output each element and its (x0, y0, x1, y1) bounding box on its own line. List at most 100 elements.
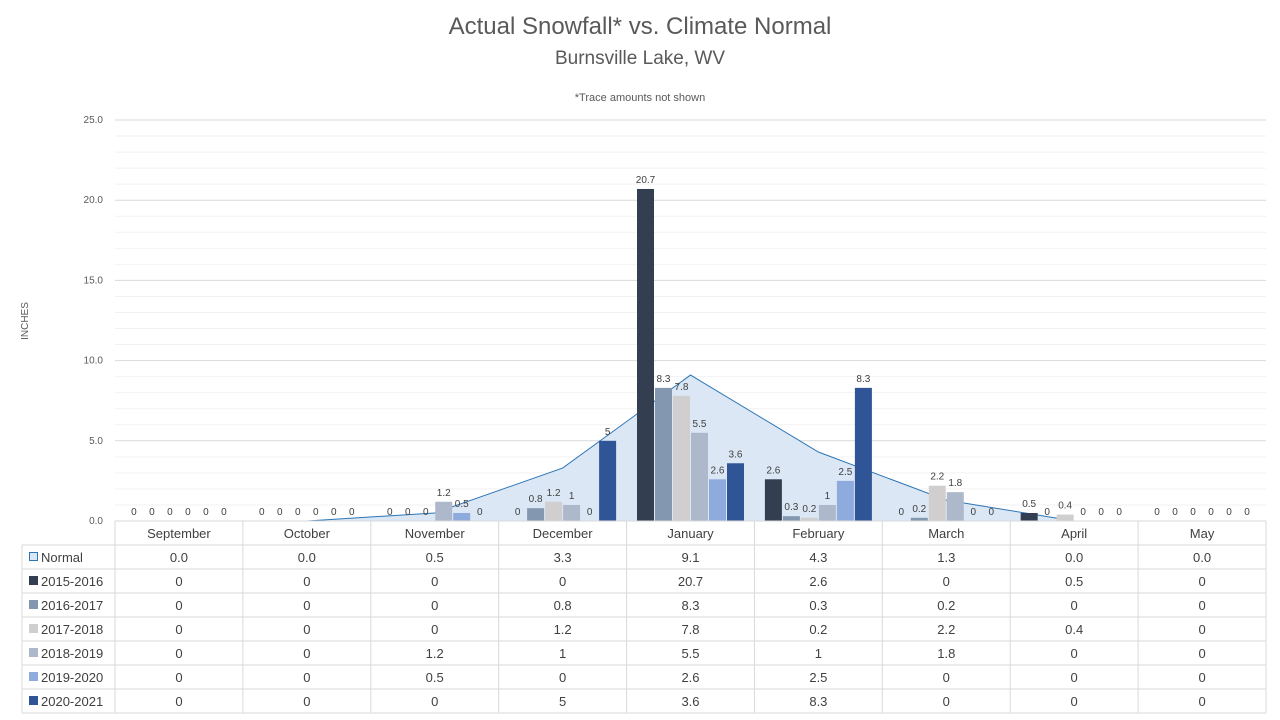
legend-key (29, 600, 38, 609)
table-cell: 0 (303, 622, 310, 637)
table-cell: 0 (175, 622, 182, 637)
data-label: 20.7 (636, 175, 656, 186)
bar (709, 479, 726, 521)
data-label: 2.6 (711, 465, 725, 476)
data-label: 2.5 (838, 467, 852, 478)
category-label: September (147, 526, 211, 541)
table-cell: 7.8 (681, 622, 699, 637)
data-label: 0 (1154, 507, 1160, 518)
table-cell: 8.3 (809, 694, 827, 709)
data-label: 1.8 (948, 478, 962, 489)
table-cell: 0 (303, 694, 310, 709)
data-label: 8.3 (856, 374, 870, 385)
data-label: 0 (331, 507, 337, 518)
table-cell: 0 (1071, 598, 1078, 613)
table-cell: 0 (1198, 670, 1205, 685)
y-tick-label: 5.0 (89, 436, 103, 447)
normal-area (178, 374, 1203, 522)
data-label: 0 (1226, 507, 1232, 518)
category-label: December (533, 526, 594, 541)
table-cell: 0 (943, 574, 950, 589)
legend-key (29, 696, 38, 705)
bars (435, 188, 1074, 522)
bar (545, 501, 563, 521)
table-cell: 0.2 (937, 598, 955, 613)
series-name: 2020-2021 (41, 694, 103, 709)
data-label: 5.5 (693, 419, 707, 430)
table-cell: 0.4 (1065, 622, 1083, 637)
data-label: 0 (405, 507, 411, 518)
data-label: 0 (1190, 507, 1196, 518)
table-cell: 0.2 (809, 622, 827, 637)
y-tick-label: 0.0 (89, 516, 103, 527)
table-cell: 0.5 (426, 670, 444, 685)
table-cell: 0 (431, 598, 438, 613)
category-label: March (928, 526, 964, 541)
table-cell: 9.1 (681, 550, 699, 565)
bar (854, 387, 872, 521)
data-label: 2.6 (766, 465, 780, 476)
bar (453, 512, 471, 521)
table-cell: 5.5 (681, 646, 699, 661)
table-cell: 1.2 (426, 646, 444, 661)
data-label: 0 (1116, 507, 1122, 518)
data-label: 1.2 (437, 488, 451, 499)
bar (655, 387, 672, 521)
data-label: 0 (131, 507, 137, 518)
chart-note: *Trace amounts not shown (575, 92, 705, 104)
data-label: 0 (387, 507, 393, 518)
table-cell: 1 (559, 646, 566, 661)
data-label: 0 (221, 507, 227, 518)
table-cell: 1.3 (937, 550, 955, 565)
data-label: 0.5 (1022, 499, 1036, 510)
table-cell: 1 (815, 646, 822, 661)
bar (836, 480, 854, 521)
series-name: 2016-2017 (41, 598, 103, 613)
table-cell: 0 (303, 670, 310, 685)
data-label: 1 (569, 491, 575, 502)
legend-key (29, 552, 38, 561)
data-label: 7.8 (675, 382, 689, 393)
normal-area-fill (178, 375, 1203, 521)
table-cell: 0.0 (298, 550, 316, 565)
category-label: October (284, 526, 331, 541)
table-cell: 8.3 (681, 598, 699, 613)
table-cell: 0 (1071, 646, 1078, 661)
y-tick-label: 15.0 (84, 275, 104, 286)
data-label: 0 (515, 507, 521, 518)
data-label: 0 (1080, 507, 1086, 518)
data-label: 0 (587, 507, 593, 518)
table-cell: 0 (431, 622, 438, 637)
table-cell: 5 (559, 694, 566, 709)
data-labels: 0 0 0 0 0 0 0 0 0 0 0 0 0 0 0 1.2 0.5 0 0 0.8 1.2 1 0 5 20.7 8.3 7… (131, 175, 1250, 518)
table-cell: 0.0 (1065, 550, 1083, 565)
y-axis-label: INCHES (20, 302, 31, 340)
data-label: 0 (1044, 507, 1050, 518)
table-cell: 0.3 (809, 598, 827, 613)
category-label: February (792, 526, 845, 541)
table-cell: 0 (431, 574, 438, 589)
table-cell: 0 (943, 670, 950, 685)
bar (946, 492, 964, 521)
data-label: 0 (295, 507, 301, 518)
table-cell: 0.0 (1193, 550, 1211, 565)
legend-key (29, 672, 38, 681)
table-cell: 0 (1071, 670, 1078, 685)
table-cell: 0 (175, 646, 182, 661)
bar (435, 501, 453, 521)
data-label: 0 (988, 507, 994, 518)
table-cell: 0.8 (554, 598, 572, 613)
table-cell: 0 (175, 574, 182, 589)
table-cell: 0 (1198, 622, 1205, 637)
table-cell: 0 (303, 598, 310, 613)
table-cell: 0.0 (170, 550, 188, 565)
table-cell: 2.5 (809, 670, 827, 685)
data-label: 0.3 (784, 502, 798, 513)
category-label: May (1190, 526, 1215, 541)
table-cell: 0 (303, 574, 310, 589)
data-table: September October November December January F… (21, 520, 1267, 714)
bar (637, 188, 654, 522)
data-label: 0 (259, 507, 265, 518)
data-label: 0 (1208, 507, 1214, 518)
y-tick-label: 10.0 (84, 356, 104, 367)
